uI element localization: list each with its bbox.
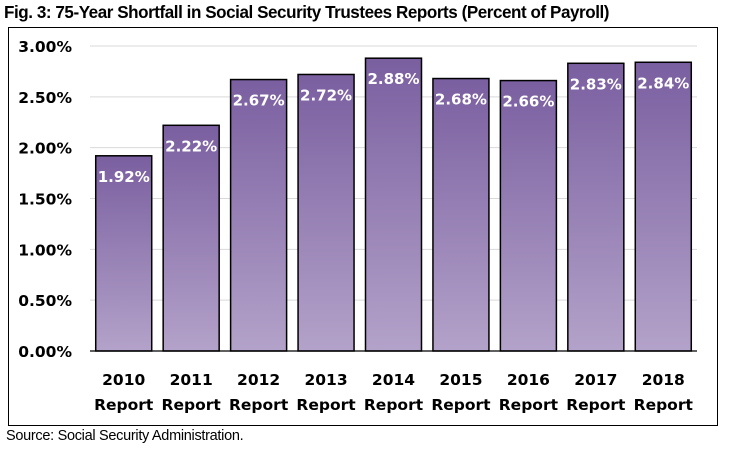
chart-title: Fig. 3: 75-Year Shortfall in Social Secu…: [4, 2, 610, 22]
data-labels: 1.92% 2.22% 2.67% 2.72% 2.88% 2.68% 2.66% 2.83%…: [98, 70, 690, 186]
data-label-2018: 2.84%: [637, 74, 689, 92]
bar-2012: [229, 78, 288, 352]
x-tick-label-report: Report: [364, 396, 424, 414]
x-tick-label-year: 2016: [507, 371, 550, 389]
x-tick-label-year: 2011: [170, 371, 213, 389]
x-tick-label-report: Report: [162, 396, 222, 414]
bar-2013: [297, 73, 355, 352]
y-tick-label: 3.00%: [18, 38, 72, 56]
bars: [94, 57, 693, 352]
x-tick-label-report: Report: [94, 396, 154, 414]
y-axis-ticks: 0.00% 0.50% 1.00% 1.50% 2.00% 2.50% 3.00%: [18, 38, 72, 361]
x-tick-label-year: 2010: [102, 371, 145, 389]
bar-2016: [499, 79, 558, 352]
data-label-2011: 2.22%: [165, 137, 217, 155]
x-tick-label-year: 2017: [574, 371, 617, 389]
y-tick-label: 0.50%: [18, 292, 72, 310]
bar-2017: [567, 62, 625, 352]
x-tick-label-year: 2013: [304, 371, 347, 389]
y-tick-label: 2.50%: [18, 89, 72, 107]
source-note: Source: Social Security Administration.: [6, 428, 244, 444]
y-tick-label: 1.50%: [18, 191, 72, 209]
y-tick-label: 0.00%: [18, 343, 72, 361]
data-label-2010: 1.92%: [98, 168, 150, 186]
x-tick-label-report: Report: [566, 396, 626, 414]
bar-2015: [432, 77, 490, 352]
x-tick-label-report: Report: [634, 396, 694, 414]
data-label-2016: 2.66%: [502, 93, 554, 111]
y-tick-label: 1.00%: [18, 241, 72, 259]
x-tick-label-report: Report: [499, 396, 559, 414]
y-tick-label: 2.00%: [18, 140, 72, 158]
x-tick-label-report: Report: [431, 396, 491, 414]
bar-2014: [364, 57, 423, 352]
bar-2018: [634, 61, 693, 352]
data-label-2012: 2.67%: [233, 92, 285, 110]
bar-2010: [94, 155, 153, 352]
x-axis-ticks: 2010 Report 2011 Report 2012 Report 2013 Report…: [94, 371, 693, 414]
x-tick-label-report: Report: [229, 396, 289, 414]
x-tick-label-year: 2012: [237, 371, 280, 389]
x-tick-label-report: Report: [296, 396, 356, 414]
bar-2011: [162, 124, 220, 352]
data-label-2017: 2.83%: [570, 75, 622, 93]
x-tick-label-year: 2015: [439, 371, 482, 389]
x-tick-label-year: 2014: [372, 371, 415, 389]
x-tick-label-year: 2018: [642, 371, 685, 389]
data-label-2013: 2.72%: [300, 86, 352, 104]
data-label-2015: 2.68%: [435, 91, 487, 109]
data-label-2014: 2.88%: [367, 70, 419, 88]
